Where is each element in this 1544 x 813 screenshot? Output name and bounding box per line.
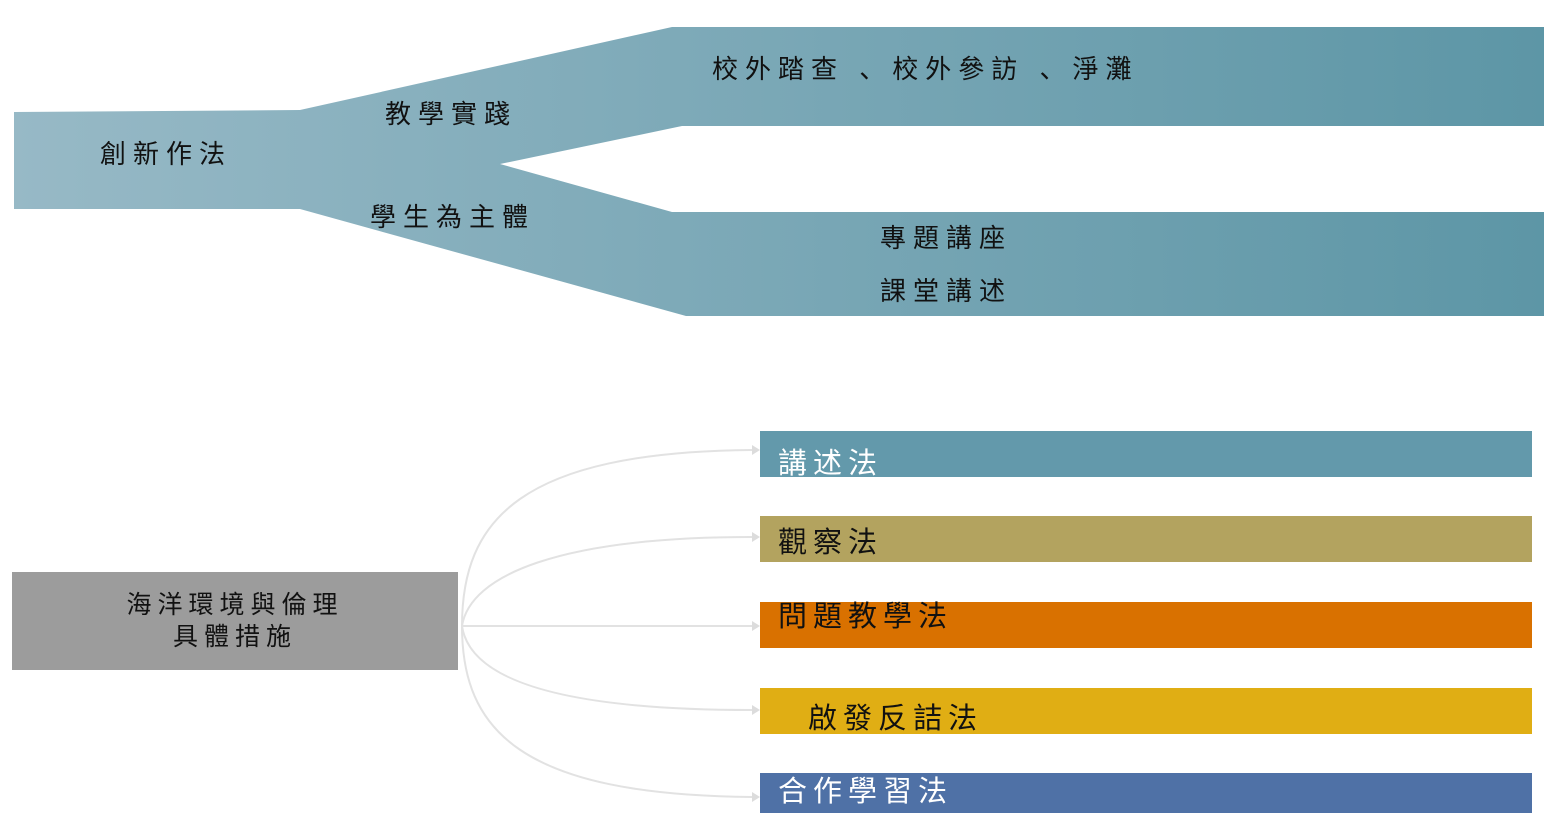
arrow-head-icon [752, 532, 760, 542]
arrow-head-icon [752, 445, 760, 455]
connector-line [461, 625, 753, 711]
method-label: 問題教學法 [778, 599, 954, 633]
arrow-head-icon [752, 621, 760, 631]
ethics-root-line-2: 具體措施 [172, 622, 297, 651]
method-label: 講述法 [778, 446, 884, 480]
method-label: 觀察法 [778, 525, 884, 559]
method-label: 啟發反詰法 [808, 701, 984, 735]
method-bar-observation: 觀察法 [760, 516, 1532, 562]
ethics-root-line-1: 海洋環境與倫理 [126, 590, 344, 619]
connector-line [461, 536, 753, 627]
arrow-head-icon [752, 705, 760, 715]
arrow-head-icon [752, 792, 760, 802]
method-bar-lecture: 講述法 [760, 431, 1532, 480]
innovation-root-label: 創新作法 [100, 140, 233, 170]
method-label: 合作學習法 [778, 774, 954, 808]
ethics-root-box: 海洋環境與倫理 具體措施 [12, 572, 458, 670]
branch-label-teaching-practice: 教學實踐 [385, 100, 518, 130]
flow-main-body [14, 27, 1544, 316]
student-centered-item-classroom-lecture: 課堂講述 [880, 277, 1013, 307]
method-bar-cooperative: 合作學習法 [760, 773, 1532, 813]
connector-line [461, 449, 753, 627]
student-centered-item-lecture-series: 專題講座 [880, 224, 1013, 254]
method-bar-problem-based: 問題教學法 [760, 602, 1532, 648]
teaching-practice-item: 校外踏查 、校外參訪 、淨灘 [712, 55, 1139, 85]
connector-line [461, 625, 753, 798]
branch-label-student-centered: 學生為主體 [370, 203, 536, 233]
method-bar-socratic: 啟發反詰法 [760, 688, 1532, 734]
